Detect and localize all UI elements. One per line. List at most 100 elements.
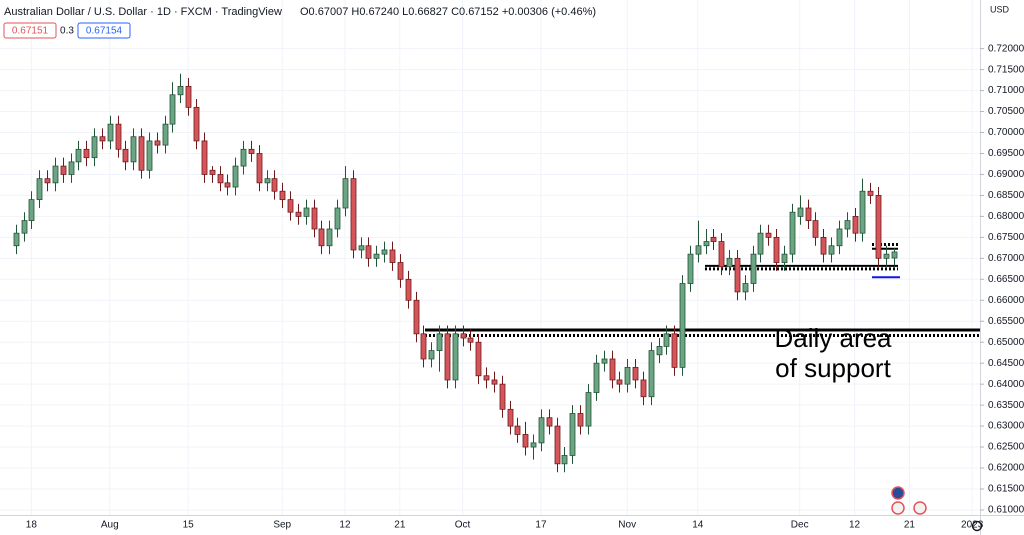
x-tick-label: 12	[339, 520, 351, 531]
ohlc-legend: O0.67007 H0.67240 L0.66827 C0.67152 +0.0…	[300, 6, 596, 18]
event-icons[interactable]	[891, 486, 927, 515]
candle-body	[844, 220, 851, 230]
candle-body	[60, 165, 67, 175]
candle-body	[467, 337, 474, 343]
y-tick-label: 0.70000	[988, 127, 1024, 138]
candle-body	[381, 249, 388, 255]
candle-body	[789, 211, 796, 255]
candle-body	[36, 178, 43, 201]
candle-body	[663, 333, 670, 347]
annotation-line-1: Daily area	[774, 323, 892, 353]
candle-body	[742, 283, 749, 293]
x-tick-label: Sep	[273, 520, 291, 531]
candle-body	[507, 408, 514, 427]
currency-label: USD	[990, 4, 1010, 14]
candle-body	[483, 375, 490, 381]
y-tick-label: 0.65500	[988, 316, 1024, 327]
candle-body	[389, 249, 396, 263]
y-tick-label: 0.65000	[988, 337, 1024, 348]
candle-body	[577, 413, 584, 427]
candle-body	[828, 245, 835, 255]
candle-body	[373, 253, 380, 259]
candle-body	[499, 383, 506, 410]
candle-body	[326, 228, 333, 247]
candle-body	[679, 283, 686, 368]
x-tick-label: 12	[849, 520, 861, 531]
candle-body	[687, 253, 694, 284]
candle-body	[695, 245, 702, 255]
event-icon[interactable]	[891, 501, 905, 515]
candle-body	[852, 216, 859, 234]
candle-body	[115, 123, 122, 150]
annotation-line-2: of support	[775, 353, 891, 383]
candle-body	[209, 169, 216, 175]
candle-body	[546, 417, 553, 427]
y-tick-label: 0.64000	[988, 379, 1024, 390]
candle-body	[609, 358, 616, 381]
gear-icon[interactable]	[971, 520, 983, 532]
candle-body	[405, 278, 412, 301]
candle-body	[561, 455, 568, 465]
candle-body	[99, 136, 106, 142]
bid-box[interactable]	[3, 22, 57, 39]
candle-body	[295, 211, 302, 217]
y-tick-label: 0.66000	[988, 295, 1024, 306]
y-tick-label: 0.69000	[988, 169, 1024, 180]
candle-body	[812, 220, 819, 238]
candle-body	[311, 207, 318, 230]
candle-body	[350, 178, 357, 251]
candle-body	[44, 178, 51, 184]
candle-body	[875, 195, 882, 259]
y-tick-label: 0.69500	[988, 148, 1024, 159]
candle-body	[52, 165, 59, 184]
candle-body	[248, 148, 255, 154]
candle-body	[616, 379, 623, 385]
candle-body	[365, 245, 372, 259]
candle-body	[805, 207, 812, 221]
candle-body	[538, 417, 545, 444]
x-tick-label: 21	[394, 520, 406, 531]
candle-body	[28, 199, 35, 221]
candle-body	[154, 140, 161, 146]
candle-body	[718, 241, 725, 268]
candle-body	[413, 299, 420, 335]
y-tick-label: 0.68500	[988, 190, 1024, 201]
event-icon[interactable]	[913, 501, 927, 515]
candle-body	[703, 241, 710, 247]
settings-gear[interactable]	[971, 520, 983, 532]
x-tick-label: Oct	[455, 520, 471, 531]
spread: 0.3	[60, 26, 74, 37]
y-tick-label: 0.62000	[988, 463, 1024, 474]
candle-body	[177, 85, 184, 96]
candle-body	[773, 236, 780, 263]
y-tick-label: 0.66500	[988, 274, 1024, 285]
x-tick-label: 21	[904, 520, 916, 531]
candle-body	[232, 165, 239, 188]
candle-body	[21, 220, 28, 234]
candle-body	[601, 358, 608, 364]
candle-body	[530, 442, 537, 448]
candle-body	[624, 366, 631, 385]
candle-body	[836, 228, 843, 247]
candle-body	[224, 182, 231, 188]
candle-body	[491, 379, 498, 385]
candle-body	[256, 153, 263, 184]
candle-body	[656, 346, 663, 356]
candle-body	[287, 199, 294, 213]
ask-box[interactable]	[77, 22, 131, 39]
bid-price: 0.67151	[12, 26, 49, 37]
candle-body	[279, 190, 286, 201]
candle-body	[342, 178, 349, 209]
candle-body	[514, 425, 521, 435]
candle-body	[91, 136, 98, 159]
y-tick-label: 0.68000	[988, 211, 1024, 222]
candle-body	[397, 262, 404, 280]
candle-body	[240, 148, 247, 167]
event-icon[interactable]	[891, 486, 905, 500]
candle-body	[632, 366, 639, 381]
axes: 0.61000 0.61500 0.62000 0.62500 0.63000 0.635…	[26, 43, 1024, 530]
y-tick-label: 0.63000	[988, 421, 1024, 432]
x-tick-label: Nov	[618, 520, 636, 531]
x-tick-label: 17	[535, 520, 547, 531]
